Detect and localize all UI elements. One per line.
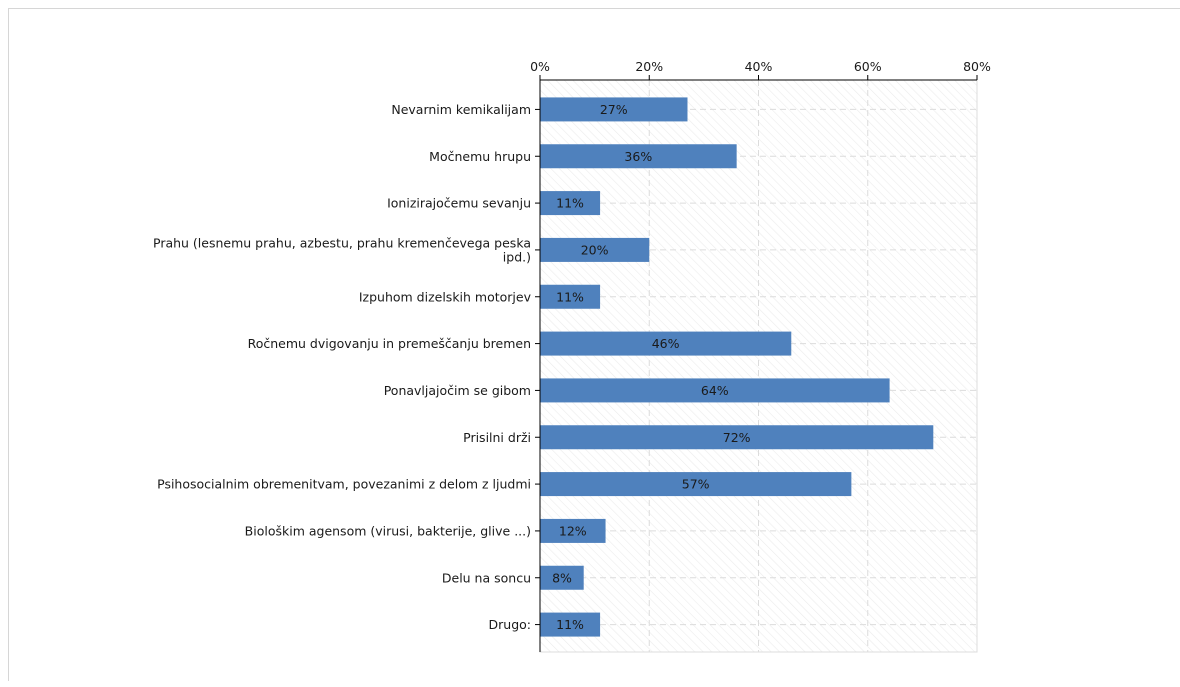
- category-label: Močnemu hrupu: [429, 149, 531, 164]
- category-label: Nevarnim kemikalijam: [391, 102, 531, 117]
- category-label: Ponavljajočim se gibom: [384, 383, 531, 398]
- bar: [540, 144, 737, 169]
- x-tick-label: 60%: [854, 59, 882, 74]
- bar-value-label: 64%: [701, 383, 729, 398]
- bar-value-label: 8%: [552, 570, 572, 585]
- bar-value-label: 11%: [556, 617, 584, 632]
- bar: [540, 97, 688, 122]
- bar-value-label: 20%: [581, 242, 609, 257]
- category-label: Delu na soncu: [442, 570, 531, 585]
- bar: [540, 472, 852, 497]
- bar-value-label: 27%: [600, 102, 628, 117]
- category-label: Ionizirajočemu sevanju: [387, 196, 531, 211]
- bar: [540, 331, 792, 356]
- bar-value-label: 12%: [559, 523, 587, 538]
- chart-frame: 27% 36% 11% 20% 11% 46% 64% 72% 57% 12% 8% 11% 0% 20…: [8, 8, 1180, 681]
- bar-value-label: 57%: [682, 477, 710, 492]
- bar: [540, 237, 650, 262]
- x-tick-label: 80%: [963, 59, 991, 74]
- bar-value-label: 11%: [556, 289, 584, 304]
- category-label: Ročnemu dvigovanju in premeščanju bremen: [248, 336, 531, 351]
- bar: [540, 284, 601, 309]
- category-label: Biološkim agensom (virusi, bakterije, gl…: [245, 523, 531, 538]
- bar-chart: 27% 36% 11% 20% 11% 46% 64% 72% 57% 12% 8% 11% 0% 20…: [153, 59, 991, 653]
- bar-value-label: 72%: [723, 430, 751, 445]
- bar: [540, 378, 890, 403]
- x-tick-label: 20%: [635, 59, 663, 74]
- category-label: Izpuhom dizelskih motorjev: [359, 289, 532, 304]
- bar: [540, 425, 934, 450]
- bar: [540, 612, 601, 637]
- bar: [540, 518, 606, 543]
- x-tick-label: 0%: [530, 59, 550, 74]
- category-label: Drugo:: [489, 617, 531, 632]
- bar-value-label: 46%: [652, 336, 680, 351]
- bar: [540, 565, 584, 590]
- bar: [540, 191, 601, 216]
- x-tick-label: 40%: [745, 59, 773, 74]
- category-label: ipd.): [503, 249, 531, 264]
- category-label: Psihosocialnim obremenitvam, povezanimi …: [157, 477, 531, 492]
- category-label: Prisilni drži: [463, 430, 531, 445]
- category-label: Prahu (lesnemu prahu, azbestu, prahu kre…: [153, 235, 531, 250]
- bar-value-label: 11%: [556, 196, 584, 211]
- bar-value-label: 36%: [624, 149, 652, 164]
